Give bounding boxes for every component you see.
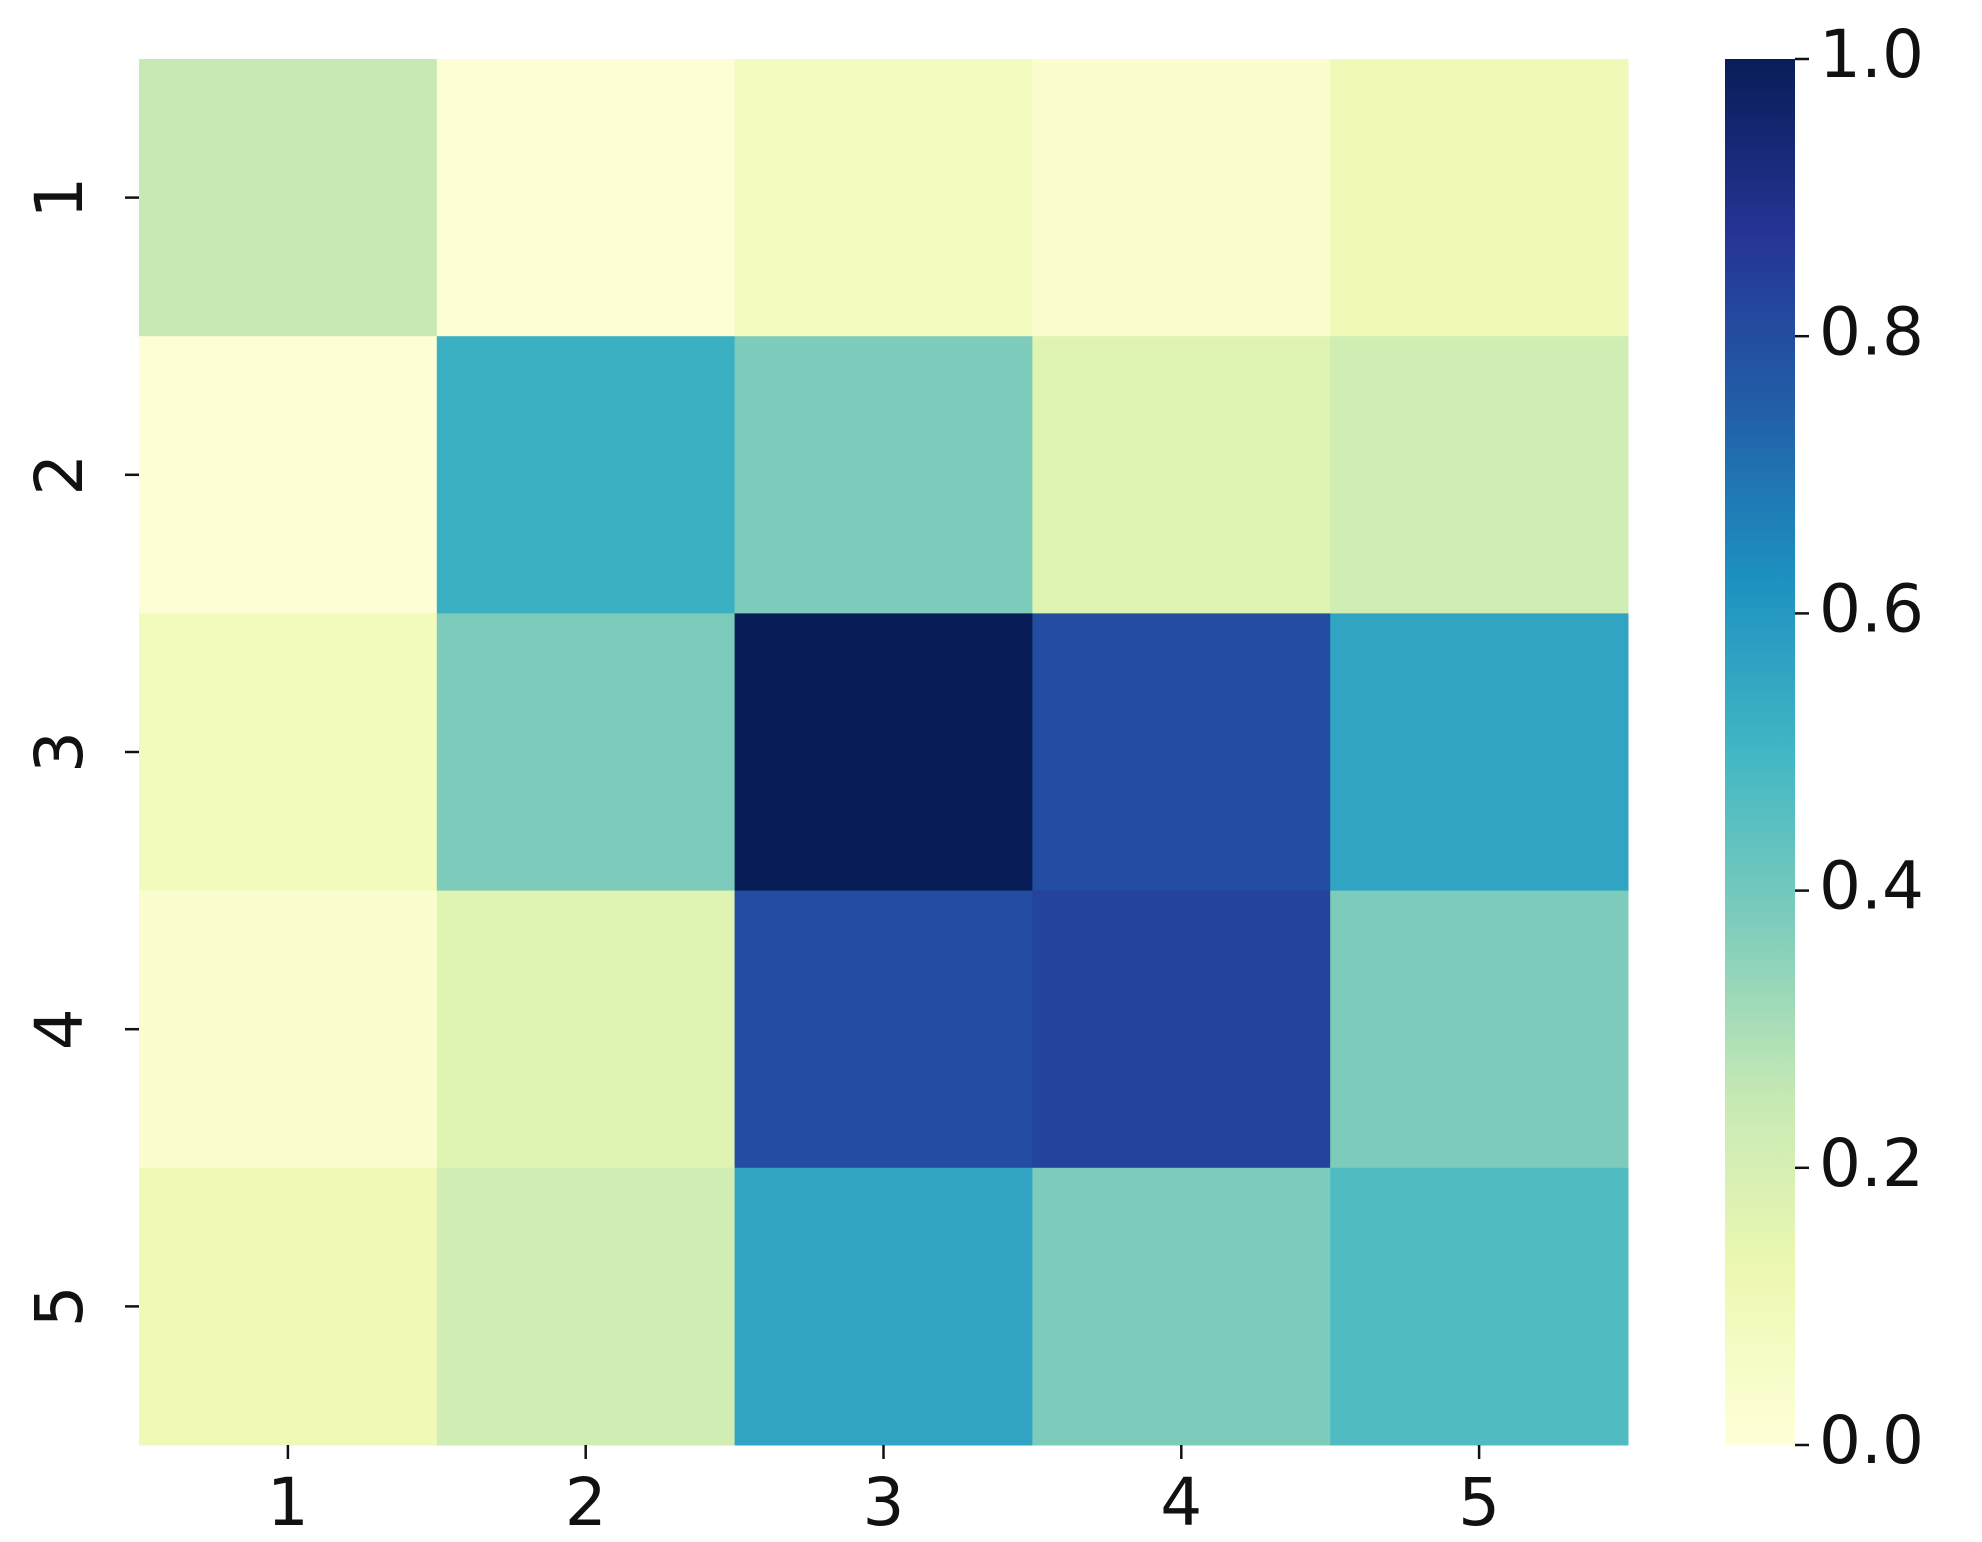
heatmap-cell bbox=[1032, 336, 1331, 614]
heatmap-cell bbox=[139, 890, 438, 1169]
colorbar-tick-label: 0.6 bbox=[1819, 570, 1924, 647]
colorbar bbox=[1725, 59, 1795, 1445]
colorbar-tick-label: 0.0 bbox=[1819, 1402, 1924, 1479]
heatmap-cell bbox=[139, 613, 438, 892]
heatmap-cell bbox=[436, 59, 736, 337]
heatmap-cell bbox=[139, 1167, 438, 1446]
heatmap-cell bbox=[734, 890, 1033, 1169]
colorbar-tick-label: 1.0 bbox=[1819, 16, 1924, 93]
y-tick-label: 4 bbox=[21, 1008, 98, 1050]
colorbar-tick-label: 0.2 bbox=[1819, 1125, 1924, 1202]
x-tick-label: 1 bbox=[267, 1464, 309, 1541]
heatmap-cell bbox=[1330, 59, 1629, 337]
x-tick-label: 5 bbox=[1458, 1464, 1500, 1541]
colorbar-tick-label: 0.4 bbox=[1819, 848, 1924, 925]
x-tick-label: 2 bbox=[565, 1464, 607, 1541]
heatmap-cell bbox=[734, 336, 1033, 614]
y-tick-label: 3 bbox=[21, 731, 98, 773]
y-tick-label: 5 bbox=[21, 1285, 98, 1327]
heatmap-cell bbox=[1330, 1167, 1629, 1446]
heatmap-cell bbox=[1032, 1167, 1331, 1446]
heatmap-cell bbox=[436, 613, 736, 892]
y-tick-label: 2 bbox=[21, 454, 98, 496]
heatmap-cell bbox=[139, 59, 438, 337]
x-tick-label: 4 bbox=[1160, 1464, 1202, 1541]
heatmap-cell bbox=[1330, 890, 1629, 1169]
heatmap-cell bbox=[436, 890, 736, 1169]
heatmap-cell bbox=[436, 1167, 736, 1446]
heatmap-cell bbox=[1032, 890, 1331, 1169]
heatmap-cell bbox=[734, 59, 1033, 337]
heatmap-cell bbox=[1330, 613, 1629, 892]
y-tick-label: 1 bbox=[21, 177, 98, 219]
heatmap-cell bbox=[1032, 613, 1331, 892]
heatmap-cell bbox=[436, 336, 736, 614]
colorbar-tick-label: 0.8 bbox=[1819, 293, 1924, 370]
heatmap-cell bbox=[1330, 336, 1629, 614]
x-tick-label: 3 bbox=[863, 1464, 905, 1541]
heatmap-cell bbox=[734, 1167, 1033, 1446]
heatmap-cell bbox=[1032, 59, 1331, 337]
heatmap-cell bbox=[734, 613, 1033, 892]
heatmap-cell bbox=[139, 336, 438, 614]
